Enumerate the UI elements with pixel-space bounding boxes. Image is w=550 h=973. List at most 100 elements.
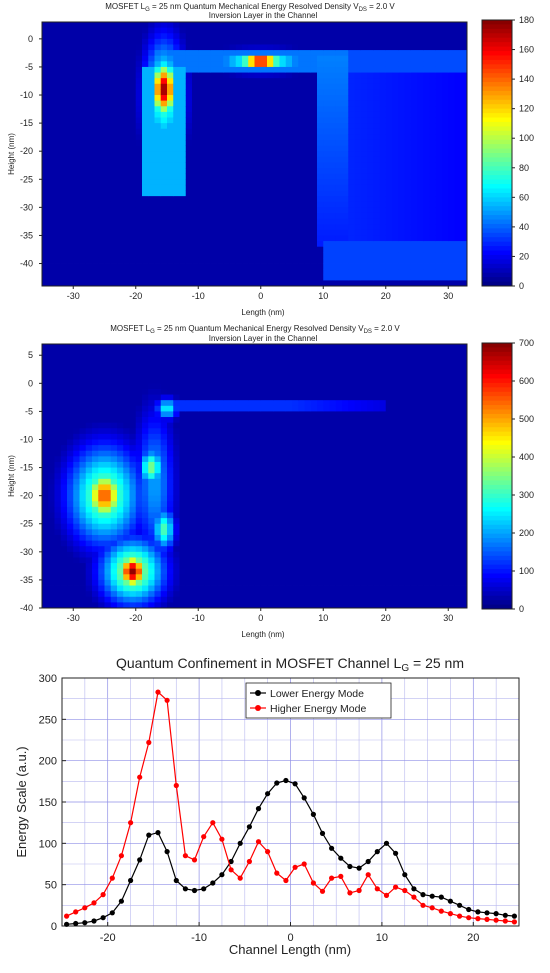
heatmap-cell — [242, 596, 249, 603]
heatmap-cell — [210, 428, 218, 435]
heatmap-cell — [360, 196, 368, 203]
heatmap-cell — [104, 484, 112, 491]
heatmap-cell — [160, 257, 168, 264]
heatmap-cell — [410, 173, 418, 180]
heatmap-cell — [292, 274, 299, 281]
heatmap-cell — [354, 55, 362, 62]
heatmap-cell — [223, 123, 230, 130]
heatmap-cell — [129, 207, 137, 214]
heatmap-cell — [254, 229, 262, 236]
heatmap-cell — [198, 490, 205, 497]
heatmap-cell — [267, 229, 274, 236]
heatmap-cell — [67, 139, 74, 146]
heatmap-cell — [285, 207, 293, 214]
heatmap-cell — [279, 156, 287, 163]
heatmap-cell — [323, 38, 330, 45]
heatmap-cell — [285, 72, 293, 79]
heatmap-cell — [379, 72, 387, 79]
heatmap-cell — [373, 201, 380, 208]
heatmap-cell — [173, 439, 180, 446]
heatmap-cell — [179, 111, 187, 118]
colorbar-tick-label: 0 — [519, 281, 524, 291]
heatmap-cell — [292, 179, 299, 186]
heatmap-cell — [148, 83, 155, 90]
heatmap-cell — [142, 224, 149, 231]
heatmap-cell — [173, 168, 180, 175]
heatmap-cell — [267, 106, 274, 113]
heatmap-cell — [298, 274, 305, 281]
heatmap-cell — [173, 388, 180, 395]
heatmap-cell — [85, 61, 93, 68]
heatmap-cell — [54, 495, 62, 502]
heatmap-cell — [179, 473, 187, 480]
heatmap-cell — [348, 151, 355, 158]
heatmap-cell — [217, 134, 224, 141]
heatmap-cell — [48, 78, 55, 85]
heatmap-cell — [392, 218, 399, 225]
heatmap-cell — [154, 461, 162, 468]
heatmap-cell — [229, 212, 237, 219]
heatmap-cell — [135, 473, 143, 480]
heatmap-cell — [223, 445, 230, 452]
heatmap-cell — [298, 257, 305, 264]
heatmap-cell — [85, 280, 93, 287]
heatmap-cell — [429, 252, 437, 259]
heatmap-cell — [135, 433, 143, 440]
heatmap-cell — [354, 27, 362, 34]
heatmap-cell — [42, 411, 49, 418]
heatmap-cell — [142, 151, 149, 158]
heatmap-cell — [254, 201, 262, 208]
heatmap-cell — [48, 490, 55, 497]
heatmap-cell — [85, 417, 93, 424]
heatmap-cell — [110, 224, 118, 231]
heatmap-cell — [260, 257, 268, 264]
heatmap-cell — [167, 207, 174, 214]
heatmap-cell — [229, 179, 237, 186]
heatmap-cell — [67, 417, 74, 424]
heatmap-cell — [348, 246, 355, 253]
heatmap-cell — [160, 224, 168, 231]
colorbar-segment — [482, 170, 512, 176]
heatmap-cell — [123, 173, 130, 180]
heatmap-cell — [367, 280, 374, 287]
heatmap-cell — [417, 123, 424, 130]
heatmap-cell — [460, 280, 468, 287]
heatmap-cell — [198, 495, 205, 502]
heatmap-cell — [392, 55, 399, 62]
heatmap-cell — [354, 274, 362, 281]
heatmap-cell — [92, 55, 99, 62]
heatmap-cell — [104, 224, 112, 231]
heatmap-cell — [160, 585, 168, 592]
heatmap-cell — [267, 134, 274, 141]
heatmap-cell — [217, 66, 224, 73]
heatmap-cell — [142, 196, 149, 203]
heatmap-cell — [229, 450, 237, 457]
heatmap-cell — [67, 263, 74, 270]
heatmap-cell — [123, 422, 130, 429]
heatmap-cell — [360, 201, 368, 208]
heatmap-cell — [123, 78, 130, 85]
heatmap-cell — [310, 280, 318, 287]
heatmap-cell — [410, 139, 418, 146]
heatmap-cell — [129, 428, 137, 435]
heatmap-cell — [204, 22, 212, 29]
heatmap-cell — [129, 349, 137, 356]
heatmap-cell — [373, 50, 380, 57]
heatmap-cell — [142, 212, 149, 219]
heatmap-cell — [48, 506, 55, 513]
heatmap-cell — [154, 246, 162, 253]
heatmap-cell — [348, 218, 355, 225]
heatmap-cell — [323, 218, 330, 225]
heatmap-cell — [210, 467, 218, 474]
heatmap-cell — [54, 523, 62, 530]
heatmap-cell — [417, 95, 424, 102]
heatmap-cell — [142, 89, 149, 96]
heatmap-cell — [242, 246, 249, 253]
heatmap-cell — [335, 61, 343, 68]
heatmap-cell — [198, 428, 205, 435]
heatmap-cell — [454, 44, 462, 51]
heatmap-cell — [204, 106, 212, 113]
heatmap-cell — [317, 196, 324, 203]
heatmap-cell — [348, 55, 355, 62]
heatmap-cell — [279, 83, 287, 90]
